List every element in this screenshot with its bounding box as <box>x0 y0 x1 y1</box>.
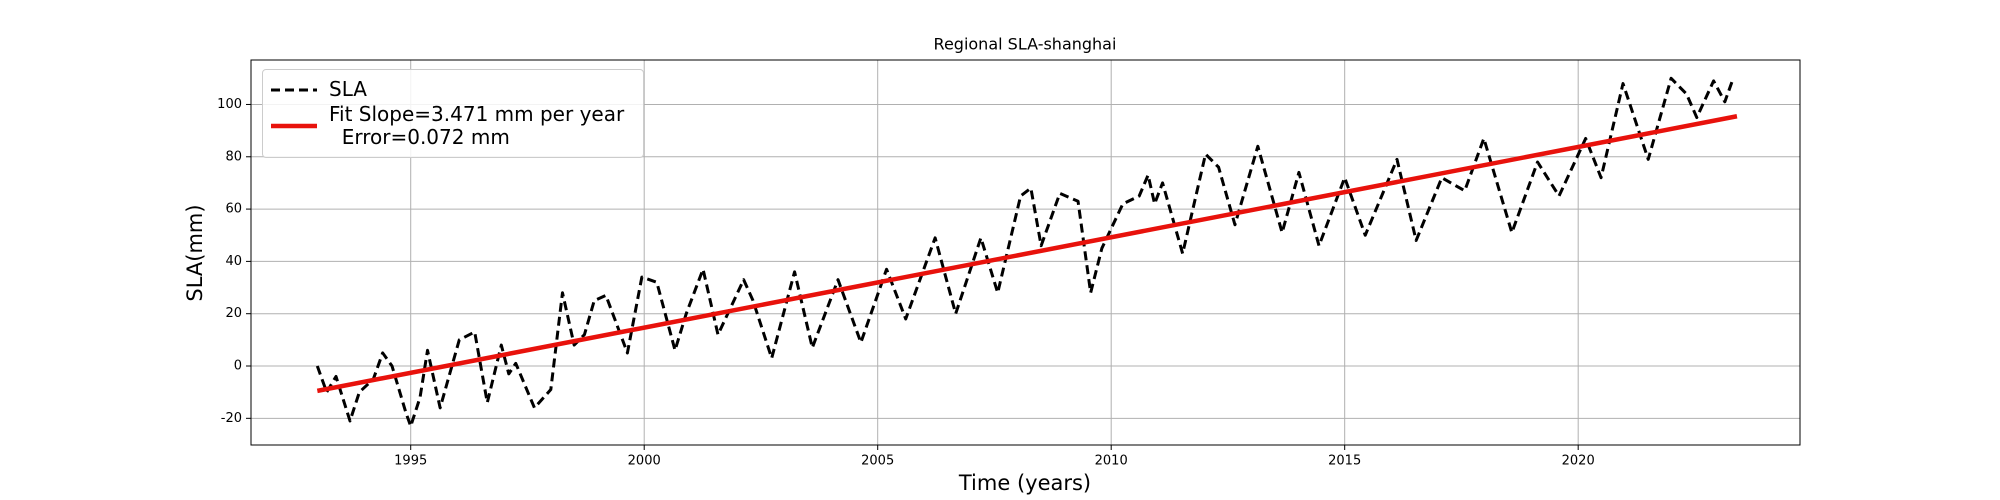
y-tick-label: 40 <box>225 254 242 269</box>
legend-swatch <box>271 123 317 129</box>
x-tick-label: 2020 <box>1562 454 1595 469</box>
x-tick-label: 2005 <box>861 454 894 469</box>
chart-title: Regional SLA-shanghai <box>934 35 1117 54</box>
plot-frame <box>250 59 1801 446</box>
x-axis-label: Time (years) <box>958 471 1091 495</box>
y-tick-label: -20 <box>221 411 242 426</box>
x-tick-label: 2010 <box>1095 454 1128 469</box>
y-tick-label: 60 <box>225 202 242 217</box>
y-tick-label: 0 <box>234 359 242 374</box>
y-tick-label: 80 <box>225 149 242 164</box>
x-tick-label: 1995 <box>394 454 427 469</box>
legend-item: Fit Slope=3.471 mm per year Error=0.072 … <box>263 103 643 149</box>
y-axis-label: SLA(mm) <box>183 204 207 301</box>
data-line <box>316 114 1738 394</box>
legend-label: SLA <box>329 77 367 101</box>
x-tick-label: 2000 <box>628 454 661 469</box>
legend: SLA Fit Slope=3.471 mm per year Error=0.0… <box>262 69 644 158</box>
data-line <box>315 76 1734 428</box>
legend-item: SLA <box>263 78 643 101</box>
x-tick-label: 2015 <box>1328 454 1361 469</box>
y-tick-label: 20 <box>225 306 242 321</box>
legend-swatch <box>271 88 317 91</box>
y-tick-label: 100 <box>217 97 242 112</box>
legend-label: Fit Slope=3.471 mm per year Error=0.072 … <box>329 102 625 149</box>
